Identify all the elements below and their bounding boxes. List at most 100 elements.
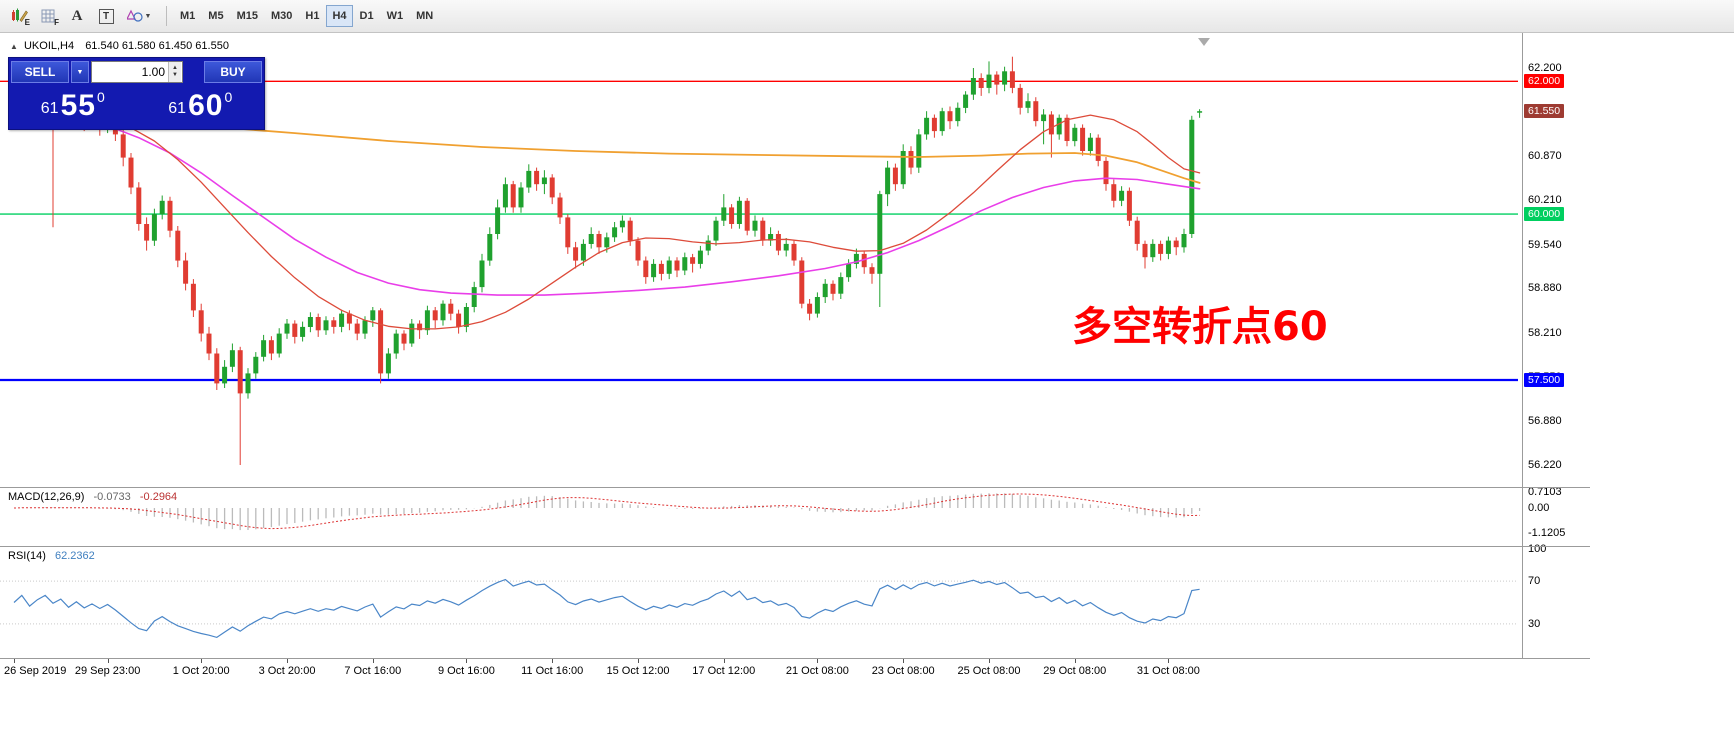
buy-button[interactable]: BUY xyxy=(204,61,262,83)
macd-main-value: -0.0733 xyxy=(93,491,131,503)
timeframe-m5[interactable]: M5 xyxy=(208,10,224,22)
rsi-value: 62.2362 xyxy=(54,550,95,562)
price-tick: 56.880 xyxy=(1528,415,1562,428)
price-badge: 60.000 xyxy=(1524,207,1565,222)
rsi-axis-label: 70 xyxy=(1528,575,1541,588)
time-tick xyxy=(903,659,905,663)
text-label-icon: A xyxy=(71,7,83,24)
tool-letter-e: E xyxy=(24,18,30,27)
time-tick xyxy=(372,659,374,663)
volume-dropdown-button[interactable]: ▼ xyxy=(71,61,89,83)
sell-price-sup: 0 xyxy=(96,89,105,105)
toolbar-separator xyxy=(166,6,167,26)
volume-input[interactable] xyxy=(92,62,168,82)
volume-stepper: ▲ ▼ xyxy=(168,62,181,82)
time-tick xyxy=(817,659,819,663)
tool-letter-f: F xyxy=(54,18,59,27)
timeframe-h1[interactable]: H1 xyxy=(305,10,320,22)
ohlc-values: 61.540 61.580 61.450 61.550 xyxy=(85,40,229,52)
buy-price-sup: 0 xyxy=(224,89,233,105)
axis-border xyxy=(1522,33,1523,659)
chart-edit-icon xyxy=(11,8,28,22)
volume-down-icon[interactable]: ▼ xyxy=(172,72,178,78)
chart-edit-tool-button[interactable]: E xyxy=(6,4,32,28)
price-tick: 58.210 xyxy=(1528,326,1562,339)
rsi-chart xyxy=(0,578,1518,639)
price-tick: 56.220 xyxy=(1528,459,1562,471)
price-tick: 58.880 xyxy=(1528,282,1562,295)
time-label: 7 Oct 16:00 xyxy=(344,665,402,677)
text-label-tool-button[interactable]: A xyxy=(64,4,90,28)
time-label: 21 Oct 08:00 xyxy=(785,665,849,677)
rsi-axis-label: 100 xyxy=(1528,543,1547,555)
rsi-axis-label: 30 xyxy=(1528,617,1541,630)
one-click-trading-panel: SELL ▼ ▲ ▼ BUY 61 55 0 61 xyxy=(8,57,265,130)
shapes-icon xyxy=(126,9,143,22)
panel-divider xyxy=(0,658,1590,659)
collapse-arrow-icon[interactable]: ▲ xyxy=(10,42,18,51)
time-tick xyxy=(1168,659,1170,663)
sell-button[interactable]: SELL xyxy=(11,61,69,83)
time-tick xyxy=(723,659,725,663)
time-label: 31 Oct 08:00 xyxy=(1136,665,1200,677)
panel-divider[interactable] xyxy=(0,487,1590,488)
macd-axis-label: 0.7103 xyxy=(1528,486,1562,499)
timeframe-d1[interactable]: D1 xyxy=(359,10,374,22)
scroll-to-end-icon[interactable] xyxy=(1198,38,1210,46)
sell-price-prefix: 61 xyxy=(40,100,59,117)
time-tick xyxy=(989,659,990,663)
panel-divider[interactable] xyxy=(0,546,1590,547)
volume-field: ▲ ▼ xyxy=(91,61,183,83)
time-label: 17 Oct 12:00 xyxy=(692,665,756,677)
timeframe-h4[interactable]: H4 xyxy=(326,5,353,27)
rsi-panel: RSI(14) 62.2362 100 70 30 xyxy=(0,543,1734,658)
time-label: 9 Oct 16:00 xyxy=(437,665,495,677)
time-tick xyxy=(1074,659,1076,663)
timeframe-m15[interactable]: M15 xyxy=(236,10,258,22)
buy-price-display[interactable]: 61 60 0 xyxy=(137,89,265,123)
time-label: 29 Oct 08:00 xyxy=(1043,665,1107,677)
time-tick xyxy=(466,659,468,663)
rsi-name: RSI(14) xyxy=(8,550,46,562)
macd-axis-label: -1.1205 xyxy=(1528,527,1566,540)
price-badge: 57.500 xyxy=(1524,373,1565,388)
text-box-tool-button[interactable]: T xyxy=(93,4,119,28)
main-toolbar: E F A T ▼ M1 M5 M15 M30 H1 H4 D1 W1 MN xyxy=(0,0,1734,33)
sell-price-display[interactable]: 61 55 0 xyxy=(9,89,137,123)
trade-panel-controls: SELL ▼ ▲ ▼ BUY xyxy=(9,58,264,84)
time-tick xyxy=(201,659,203,663)
timeframe-m1[interactable]: M1 xyxy=(180,10,196,22)
time-label: 3 Oct 20:00 xyxy=(258,665,316,677)
price-tick: 60.210 xyxy=(1528,194,1562,207)
time-tick xyxy=(14,659,15,663)
timeframe-mn[interactable]: MN xyxy=(416,10,434,22)
macd-label: MACD(12,26,9) -0.0733 -0.2964 xyxy=(8,491,177,503)
time-label: 1 Oct 20:00 xyxy=(172,665,230,677)
timeframe-w1[interactable]: W1 xyxy=(386,10,404,22)
price-tick: 59.540 xyxy=(1528,238,1562,251)
symbol-label: UKOIL,H4 xyxy=(23,40,75,52)
macd-chart xyxy=(13,493,1201,531)
buy-price-big: 60 xyxy=(188,89,224,122)
time-tick xyxy=(552,659,554,663)
time-label: 23 Oct 08:00 xyxy=(871,665,935,677)
chart-annotation: 多空转折点60 xyxy=(1072,304,1328,350)
price-tick: 62.200 xyxy=(1528,62,1562,74)
volume-up-icon[interactable]: ▲ xyxy=(172,65,178,71)
grid-tool-button[interactable]: F xyxy=(35,4,61,28)
main-chart-panel: ▲ UKOIL,H4 61.540 61.580 61.450 61.550 S… xyxy=(0,33,1734,487)
timeframe-m30[interactable]: M30 xyxy=(270,10,293,22)
time-label: 15 Oct 12:00 xyxy=(606,665,670,677)
chevron-down-icon: ▼ xyxy=(144,12,152,20)
time-tick xyxy=(287,659,288,663)
time-label: 26 Sep 2019 xyxy=(4,665,67,677)
shapes-tool-button[interactable]: ▼ xyxy=(122,4,156,28)
grid-icon xyxy=(41,9,54,22)
timeframe-toolbar: M1 M5 M15 M30 H1 H4 D1 W1 MN xyxy=(174,5,440,27)
macd-panel: MACD(12,26,9) -0.0733 -0.2964 0.7103 0.00… xyxy=(0,486,1734,546)
time-tick xyxy=(638,659,639,663)
text-box-icon: T xyxy=(98,8,114,24)
buy-price-prefix: 61 xyxy=(168,100,187,117)
chart-symbol-info: ▲ UKOIL,H4 61.540 61.580 61.450 61.550 xyxy=(10,40,229,52)
